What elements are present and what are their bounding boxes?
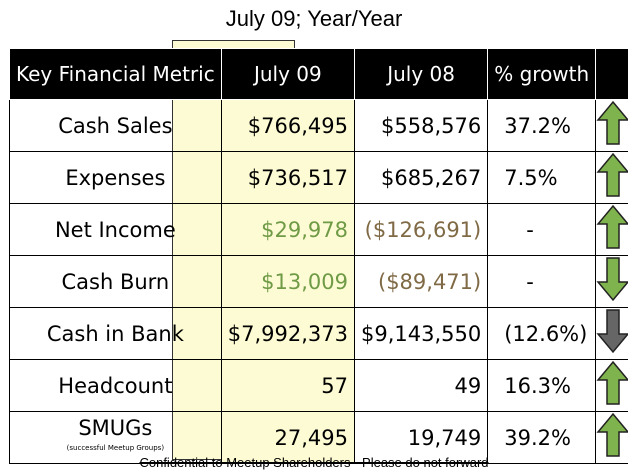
arrow-up-icon [596, 360, 628, 405]
metric-label: Cash Sales [58, 113, 173, 138]
metric-cell: Net Income [9, 203, 222, 256]
trend-cell [595, 151, 628, 204]
table-row: Cash Sales $766,495 $558,576 37.2% [9, 99, 628, 152]
header-july08: July 08 [353, 48, 489, 100]
growth-value: - [487, 255, 597, 308]
header-july09: July 09 [220, 48, 355, 100]
july08-value: $685,267 [353, 151, 489, 204]
growth-value: 16.3% [487, 359, 597, 412]
july08-value: ($126,691) [353, 203, 489, 256]
july08-value: 19,749 [353, 411, 489, 464]
growth-value: - [487, 203, 597, 256]
trend-cell [595, 307, 628, 360]
trend-cell [595, 255, 628, 308]
table-row: Expenses $736,517 $685,267 7.5% [9, 151, 628, 204]
july08-value: $558,576 [353, 99, 489, 152]
growth-value: 37.2% [487, 99, 597, 152]
arrow-up-icon [596, 412, 628, 457]
header-arrow [595, 48, 628, 100]
metric-cell: Cash Burn [9, 255, 222, 308]
trend-cell [595, 99, 628, 152]
table-row: Headcount 57 49 16.3% [9, 359, 628, 412]
july09-value: $736,517 [220, 151, 355, 204]
growth-value: 7.5% [487, 151, 597, 204]
july09-value: 27,495 [220, 411, 355, 464]
metric-sublabel: (successful Meetup Groups) [66, 443, 165, 452]
july09-value: 57 [220, 359, 355, 412]
metric-label: SMUGs [78, 415, 153, 440]
metric-cell: Expenses [9, 151, 222, 204]
slide-title: July 09; Year/Year [225, 6, 403, 31]
arrow-down-icon [596, 257, 628, 302]
table-row: Cash Burn $13,009 ($89,471) - [9, 255, 628, 308]
arrow-up-icon [596, 152, 628, 197]
confidential-footer: Confidential to Meetup Shareholders - Pl… [139, 455, 489, 470]
table-header-row: Key Financial Metric July 09 July 08 % g… [9, 48, 628, 100]
metric-label: Cash Burn [61, 269, 170, 294]
arrow-up-icon [596, 204, 628, 249]
july08-value: $9,143,550 [353, 307, 489, 360]
july08-value: 49 [353, 359, 489, 412]
july08-value: ($89,471) [353, 255, 489, 308]
metric-label: Expenses [65, 165, 166, 190]
trend-cell [595, 359, 628, 412]
header-metric: Key Financial Metric [9, 48, 222, 100]
header-growth: % growth [487, 48, 597, 100]
metric-cell: Cash in Bank [9, 307, 222, 360]
july09-value: $29,978 [220, 203, 355, 256]
table-row: Net Income $29,978 ($126,691) - [9, 203, 628, 256]
arrow-up-icon [596, 100, 628, 145]
trend-cell [595, 203, 628, 256]
july09-value: $766,495 [220, 99, 355, 152]
metric-cell: SMUGs (successful Meetup Groups) [9, 411, 222, 464]
metric-label: Headcount [58, 373, 173, 398]
july09-value: $13,009 [220, 255, 355, 308]
trend-cell [595, 411, 628, 464]
table-row: Cash in Bank $7,992,373 $9,143,550 (12.6%) [9, 307, 628, 360]
table-row: SMUGs (successful Meetup Groups) 27,495 19,… [9, 411, 628, 464]
arrow-down-icon [596, 309, 628, 354]
july09-value: $7,992,373 [220, 307, 355, 360]
metric-cell: Headcount [9, 359, 222, 412]
metric-cell: Cash Sales [9, 99, 222, 152]
growth-value: (12.6%) [487, 307, 597, 360]
metric-label: Net Income [54, 217, 176, 242]
financial-metrics-table: Key Financial Metric July 09 July 08 % g… [9, 48, 628, 464]
metric-label: Cash in Bank [46, 321, 184, 346]
